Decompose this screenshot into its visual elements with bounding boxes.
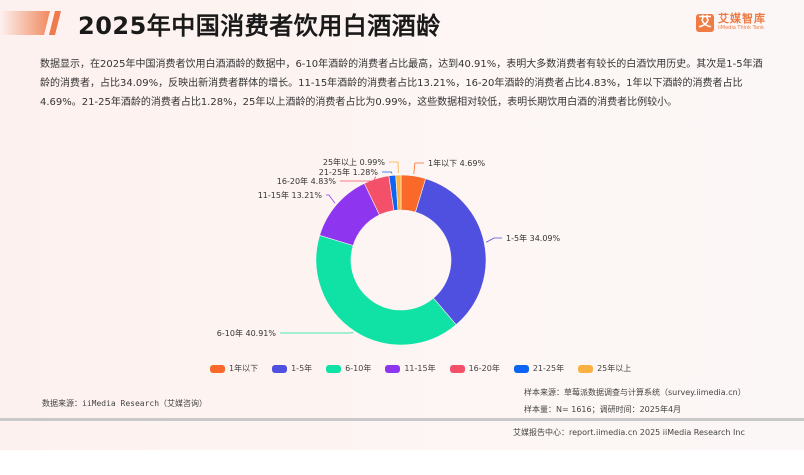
legend-item[interactable]: 11-15年 <box>385 363 436 374</box>
slice-label: 16-20年 4.83% <box>277 176 337 186</box>
leader-line <box>389 161 399 174</box>
slice-label: 11-15年 13.21% <box>258 190 323 200</box>
donut-slice-2 <box>315 234 457 346</box>
footer-divider <box>0 418 804 421</box>
leader-line <box>485 237 502 243</box>
donut-slice-1 <box>415 178 487 326</box>
slide: 2025年中国消费者饮用白酒酒龄 艾 艾媒智库 iiMedia Think Ta… <box>0 0 804 450</box>
leader-line <box>413 162 424 174</box>
donut-slice-6 <box>395 174 402 211</box>
leader-line <box>326 194 336 204</box>
sample-size: 样本量：N= 1616；调研时间：2025年4月 <box>524 405 682 414</box>
slice-label: 1年以下 4.69% <box>428 158 485 168</box>
legend-label: 11-15年 <box>404 364 436 373</box>
donut-chart: 1年以下 4.69% 1-5年 34.09% 6-10年 40.91% 11-15年 … <box>217 157 561 346</box>
slice-label: 1-5年 34.09% <box>506 233 561 243</box>
title-gradient-decoration <box>0 11 50 35</box>
title-slash-decoration <box>49 11 61 35</box>
logo-icon: 艾 <box>696 13 714 32</box>
legend-swatch-icon <box>326 364 342 373</box>
logo-name-cn: 艾媒智库 <box>718 12 766 25</box>
legend-item[interactable]: 25年以上 <box>578 363 631 374</box>
legend-swatch-icon <box>513 364 529 373</box>
slice-label: 25年以上 0.99% <box>323 157 386 167</box>
donut-slices <box>315 174 487 346</box>
legend-swatch-icon <box>449 364 465 373</box>
legend-item[interactable]: 1-5年 <box>272 363 312 374</box>
legend-item[interactable]: 21-25年 <box>513 363 565 374</box>
legend-item[interactable]: 6-10年 <box>326 363 371 374</box>
slice-label: 6-10年 40.91% <box>217 328 277 338</box>
donut-labels: 1年以下 4.69% 1-5年 34.09% 6-10年 40.91% 11-15年 … <box>217 157 561 338</box>
sample-source: 样本来源：草莓派数据调查与计算系统（survey.iimedia.cn） <box>524 388 746 397</box>
legend-label: 16-20年 <box>468 364 500 373</box>
page-title: 2025年中国消费者饮用白酒酒龄 <box>78 12 441 40</box>
legend-swatch-icon <box>210 364 225 373</box>
title-accent-bar <box>0 11 62 35</box>
legend-label: 1年以下 <box>229 364 259 373</box>
legend-label: 25年以上 <box>597 364 632 373</box>
legend-swatch-icon <box>272 364 288 373</box>
report-center-footer: 艾媒报告中心：report.iimedia.cn 2025 iiMedia Re… <box>513 428 745 437</box>
legend-swatch-icon <box>385 364 401 373</box>
legend-label: 21-25年 <box>532 364 565 373</box>
legend-item[interactable]: 16-20年 <box>449 363 500 374</box>
leader-line <box>340 176 377 182</box>
legend-label: 1-5年 <box>291 364 313 373</box>
brand-logo: 艾 艾媒智库 iiMedia Think Tank <box>696 13 766 32</box>
leader-line <box>382 171 393 174</box>
legend-label: 6-10年 <box>345 364 372 373</box>
legend-item[interactable]: 1年以下 <box>210 363 258 374</box>
chart-legend: 1年以下 1-5年 6-10年 11-15年 16-20年 21-25年 25年以上 <box>210 363 631 374</box>
legend-swatch-icon <box>578 364 594 373</box>
slice-label: 21-25年 1.28% <box>319 167 379 177</box>
data-source: 数据来源：iiMedia Research（艾媒咨询） <box>42 399 208 408</box>
logo-name-en: iiMedia Think Tank <box>718 25 765 31</box>
description-paragraph: 数据显示，在2025年中国消费者饮用白酒酒龄的数据中，6-10年酒龄的消费者占比… <box>40 59 763 108</box>
